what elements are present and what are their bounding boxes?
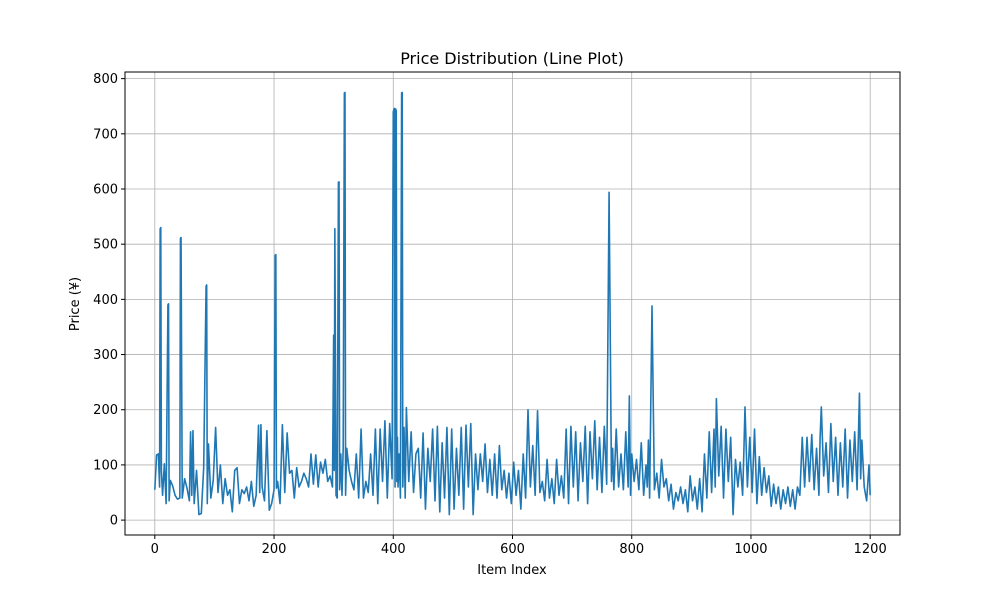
series-layer <box>154 91 871 516</box>
y-tick-label: 600 <box>93 182 118 197</box>
y-tick-label: 100 <box>93 458 118 473</box>
y-tick-label: 200 <box>93 403 118 418</box>
x-tick-label: 1000 <box>734 542 767 557</box>
y-tick-label: 700 <box>93 127 118 142</box>
x-tick-label: 400 <box>381 542 406 557</box>
x-axis-label: Item Index <box>477 563 547 578</box>
chart-title: Price Distribution (Line Plot) <box>400 49 624 68</box>
x-tick-label: 600 <box>500 542 525 557</box>
x-tick-label: 1200 <box>854 542 887 557</box>
y-tick-label: 0 <box>110 514 118 529</box>
x-tick-label: 200 <box>262 542 287 557</box>
x-tick-label: 800 <box>619 542 644 557</box>
x-tick-label: 0 <box>151 542 159 557</box>
y-tick-label: 400 <box>93 293 118 308</box>
y-axis-label: Price (¥) <box>68 277 83 331</box>
y-tick-label: 300 <box>93 348 118 363</box>
y-tick-label: 800 <box>93 72 118 87</box>
grid-lines <box>125 72 900 535</box>
axis-ticks: 0 200 400 600 800 1000 1200 0 100 200 300 400 500 600… <box>93 72 887 557</box>
y-tick-label: 500 <box>93 238 118 253</box>
series-line <box>154 91 871 516</box>
